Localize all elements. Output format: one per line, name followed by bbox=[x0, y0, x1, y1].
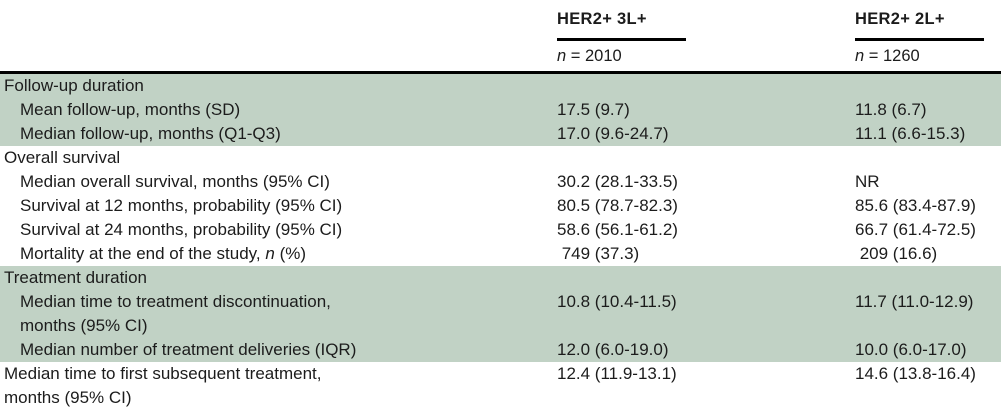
column-header-her2-3l: HER2+ 3L+ n = 2010 bbox=[557, 9, 686, 66]
value-col2: 30.2 (28.1-33.5) bbox=[557, 172, 678, 191]
row-label: Mean follow-up, months (SD) bbox=[0, 98, 557, 122]
row-label: Survival at 12 months, probability (95% … bbox=[0, 194, 557, 218]
n-symbol: n bbox=[855, 47, 865, 65]
row-label: Mortality at the end of the study, n (%) bbox=[0, 242, 557, 266]
table-header: HER2+ 3L+ n = 2010 HER2+ 2L+ n = 1260 bbox=[0, 0, 1001, 71]
label-text: Median follow-up, months (Q1-Q3) bbox=[20, 124, 281, 143]
row-label-line: Median number of treatment deliveries (I… bbox=[0, 338, 547, 362]
value-col2: 58.6 (56.1-61.2) bbox=[557, 220, 678, 239]
row-label-section: Overall survival bbox=[0, 146, 557, 170]
value-col3: NR bbox=[855, 172, 880, 191]
row-label-line: Survival at 12 months, probability (95% … bbox=[0, 194, 547, 218]
value-col3: 10.0 (6.0-17.0) bbox=[855, 340, 967, 359]
label-text: Median time to treatment discontinuation… bbox=[20, 292, 331, 311]
row-label-line2: months (95% CI) bbox=[4, 388, 132, 407]
n-value: = 2010 bbox=[566, 47, 622, 65]
value-col3: 85.6 (83.4-87.9) bbox=[855, 196, 976, 215]
value-col2: 80.5 (78.7-82.3) bbox=[557, 196, 678, 215]
value-col3: 14.6 (13.8-16.4) bbox=[855, 364, 976, 383]
value-col2: 12.4 (11.9-13.1) bbox=[557, 364, 677, 383]
row-label-line: Follow-up duration bbox=[0, 74, 547, 98]
label-text: Mean follow-up, months (SD) bbox=[20, 100, 241, 119]
column-header-her2-2l: HER2+ 2L+ n = 1260 bbox=[855, 9, 984, 66]
value-col2: 12.0 (6.0-19.0) bbox=[557, 340, 669, 359]
row-label: Median number of treatment deliveries (I… bbox=[0, 338, 557, 362]
sample-size: n = 2010 bbox=[557, 46, 686, 66]
value-col3: 66.7 (61.4-72.5) bbox=[855, 220, 976, 239]
table-row: Survival at 12 months, probability (95% … bbox=[0, 194, 1001, 218]
label-text: Survival at 12 months, probability (95% … bbox=[20, 196, 343, 215]
value-col2: 749 (37.3) bbox=[557, 244, 640, 263]
label-text: Mortality at the end of the study, bbox=[20, 244, 266, 263]
table-row: Median time to first subsequent treatmen… bbox=[0, 362, 1001, 410]
row-label-line: Mean follow-up, months (SD) bbox=[0, 98, 547, 122]
value-col3: 209 (16.6) bbox=[855, 244, 938, 263]
column-title: HER2+ 2L+ bbox=[855, 9, 984, 41]
value-col2: 10.8 (10.4-11.5) bbox=[557, 292, 677, 311]
value-col3: 11.7 (11.0-12.9) bbox=[855, 292, 974, 311]
row-label-section: Treatment duration bbox=[0, 266, 557, 290]
table-body: Follow-up duration Mean follow-up, months… bbox=[0, 74, 1001, 410]
row-label-section: Median time to first subsequent treatmen… bbox=[0, 362, 557, 410]
row-label-section: Follow-up duration bbox=[0, 74, 557, 98]
label-text: (%) bbox=[274, 244, 307, 263]
row-label: Median overall survival, months (95% CI) bbox=[0, 170, 557, 194]
table-row: Median number of treatment deliveries (I… bbox=[0, 338, 1001, 362]
table-row: Treatment duration bbox=[0, 266, 1001, 290]
row-label: Survival at 24 months, probability (95% … bbox=[0, 218, 557, 242]
n-value: = 1260 bbox=[864, 47, 920, 65]
table-row: Mean follow-up, months (SD) 17.5 (9.7) 11.… bbox=[0, 98, 1001, 122]
row-label-line: Median overall survival, months (95% CI) bbox=[0, 170, 547, 194]
label-text: Overall survival bbox=[4, 148, 121, 167]
value-col2: 17.0 (9.6-24.7) bbox=[557, 124, 669, 143]
label-text: Follow-up duration bbox=[4, 76, 144, 95]
row-label-line: Overall survival bbox=[0, 146, 547, 170]
row-label: Median time to treatment discontinuation… bbox=[0, 290, 557, 338]
label-text: Median number of treatment deliveries (I… bbox=[20, 340, 357, 359]
row-label-line: Median follow-up, months (Q1-Q3) bbox=[0, 122, 547, 146]
row-label-line: Survival at 24 months, probability (95% … bbox=[0, 218, 547, 242]
label-text: Median overall survival, months (95% CI) bbox=[20, 172, 330, 191]
header-divider-rule bbox=[0, 71, 1001, 74]
row-label-line: Median time to treatment discontinuation… bbox=[0, 290, 547, 314]
table-row: Overall survival bbox=[0, 146, 1001, 170]
sample-size: n = 1260 bbox=[855, 46, 984, 66]
value-col3: 11.8 (6.7) bbox=[855, 100, 927, 119]
table-row: Follow-up duration bbox=[0, 74, 1001, 98]
row-label: Median follow-up, months (Q1-Q3) bbox=[0, 122, 557, 146]
row-label-line2: months (95% CI) bbox=[20, 316, 148, 335]
row-label-line: Median time to first subsequent treatmen… bbox=[0, 362, 547, 386]
n-symbol: n bbox=[557, 47, 567, 65]
table-row: Survival at 24 months, probability (95% … bbox=[0, 218, 1001, 242]
label-text: Survival at 24 months, probability (95% … bbox=[20, 220, 343, 239]
column-title: HER2+ 3L+ bbox=[557, 9, 686, 41]
table-row: Median time to treatment discontinuation… bbox=[0, 290, 1001, 338]
table-row: Median overall survival, months (95% CI)… bbox=[0, 170, 1001, 194]
value-col3: 11.1 (6.6-15.3) bbox=[855, 124, 966, 143]
label-text: Treatment duration bbox=[4, 268, 147, 287]
italic-n: n bbox=[265, 244, 275, 263]
row-label-line: Treatment duration bbox=[0, 266, 547, 290]
table-row: Median follow-up, months (Q1-Q3) 17.0 (9.… bbox=[0, 122, 1001, 146]
label-text: Median time to first subsequent treatmen… bbox=[4, 364, 322, 383]
table-row: Mortality at the end of the study, n (%)… bbox=[0, 242, 1001, 266]
value-col2: 17.5 (9.7) bbox=[557, 100, 630, 119]
row-label-line: Mortality at the end of the study, n (%) bbox=[0, 242, 547, 266]
